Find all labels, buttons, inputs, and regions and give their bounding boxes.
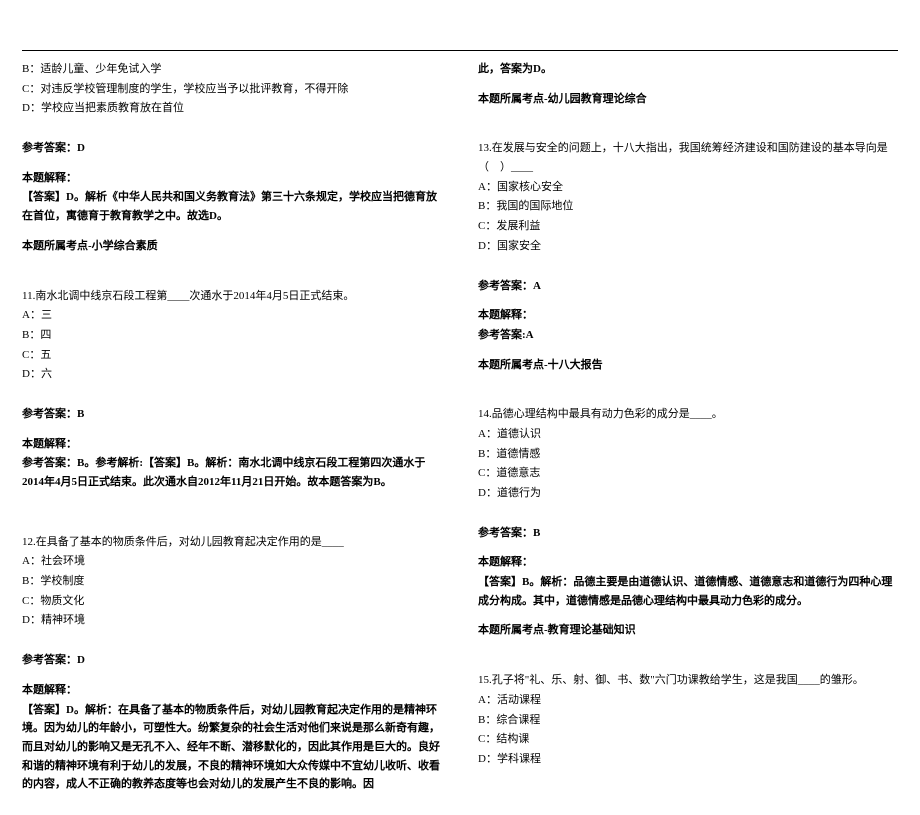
q12-option-b: B：学校制度 [22,572,442,591]
q14-explanation-label: 本题解释： [478,553,898,572]
q14-answer: 参考答案：B [478,524,898,543]
q15-option-d: D：学科课程 [478,750,898,769]
q11-option-c: C：五 [22,346,442,365]
q11-answer: 参考答案：B [22,405,442,424]
q14-point: 本题所属考点-教育理论基础知识 [478,621,898,640]
q12-explanation: 【答案】D。解析：在具备了基本的物质条件后，对幼儿园教育起决定作用的是精神环境。… [22,701,442,794]
q15-option-c: C：结构课 [478,730,898,749]
q10-explanation-label: 本题解释： [22,169,442,188]
q13-option-d: D：国家安全 [478,237,898,256]
q15-option-b: B：综合课程 [478,711,898,730]
q12-continuation: 此，答案为D。 [478,60,898,79]
q15-stem: 15.孔子将"礼、乐、射、御、书、数"六门功课教给学生，这是我国____的雏形。 [478,671,898,690]
q11-stem: 11.南水北调中线京石段工程第____次通水于2014年4月5日正式结束。 [22,287,442,306]
q10-option-c: C：对违反学校管理制度的学生，学校应当予以批评教育，不得开除 [22,80,442,99]
q10-explanation: 【答案】D。解析《中华人民共和国义务教育法》第三十六条规定，学校应当把德育放在首… [22,188,442,225]
q13-option-b: B：我国的国际地位 [478,197,898,216]
q11-option-b: B：四 [22,326,442,345]
q12-answer: 参考答案：D [22,651,442,670]
q13-explanation: 参考答案:A [478,326,898,345]
q14-explanation: 【答案】B。解析：品德主要是由道德认识、道德情感、道德意志和道德行为四种心理成分… [478,573,898,610]
left-column: B：适龄儿童、少年免试入学 C：对违反学校管理制度的学生，学校应当予以批评教育，… [22,60,460,795]
q13-option-a: A：国家核心安全 [478,178,898,197]
q12-point: 本题所属考点-幼儿园教育理论综合 [478,90,898,109]
q14-option-d: D：道德行为 [478,484,898,503]
q13-option-c: C：发展利益 [478,217,898,236]
q15-option-a: A：活动课程 [478,691,898,710]
q13-stem: 13.在发展与安全的问题上，十八大指出，我国统筹经济建设和国防建设的基本导向是（… [478,139,898,176]
q11-option-a: A：三 [22,306,442,325]
q11-explanation-label: 本题解释： [22,435,442,454]
q10-point: 本题所属考点-小学综合素质 [22,237,442,256]
q12-option-d: D：精神环境 [22,611,442,630]
q10-option-b: B：适龄儿童、少年免试入学 [22,60,442,79]
q12-stem: 12.在具备了基本的物质条件后，对幼儿园教育起决定作用的是____ [22,533,442,552]
document-content: B：适龄儿童、少年免试入学 C：对违反学校管理制度的学生，学校应当予以批评教育，… [0,0,920,815]
q11-option-d: D：六 [22,365,442,384]
q12-explanation-label: 本题解释： [22,681,442,700]
q12-option-a: A：社会环境 [22,552,442,571]
q12-option-c: C：物质文化 [22,592,442,611]
q14-option-c: C：道德意志 [478,464,898,483]
q14-option-a: A：道德认识 [478,425,898,444]
q14-option-b: B：道德情感 [478,445,898,464]
horizontal-rule [22,50,898,51]
q11-explanation: 参考答案：B。参考解析:【答案】B。解析：南水北调中线京石段工程第四次通水于20… [22,454,442,491]
q13-explanation-label: 本题解释： [478,306,898,325]
q10-option-d: D：学校应当把素质教育放在首位 [22,99,442,118]
q14-stem: 14.品德心理结构中最具有动力色彩的成分是____。 [478,405,898,424]
q10-answer: 参考答案：D [22,139,442,158]
q13-answer: 参考答案：A [478,277,898,296]
right-column: 此，答案为D。 本题所属考点-幼儿园教育理论综合 13.在发展与安全的问题上，十… [460,60,898,795]
q13-point: 本题所属考点-十八大报告 [478,356,898,375]
